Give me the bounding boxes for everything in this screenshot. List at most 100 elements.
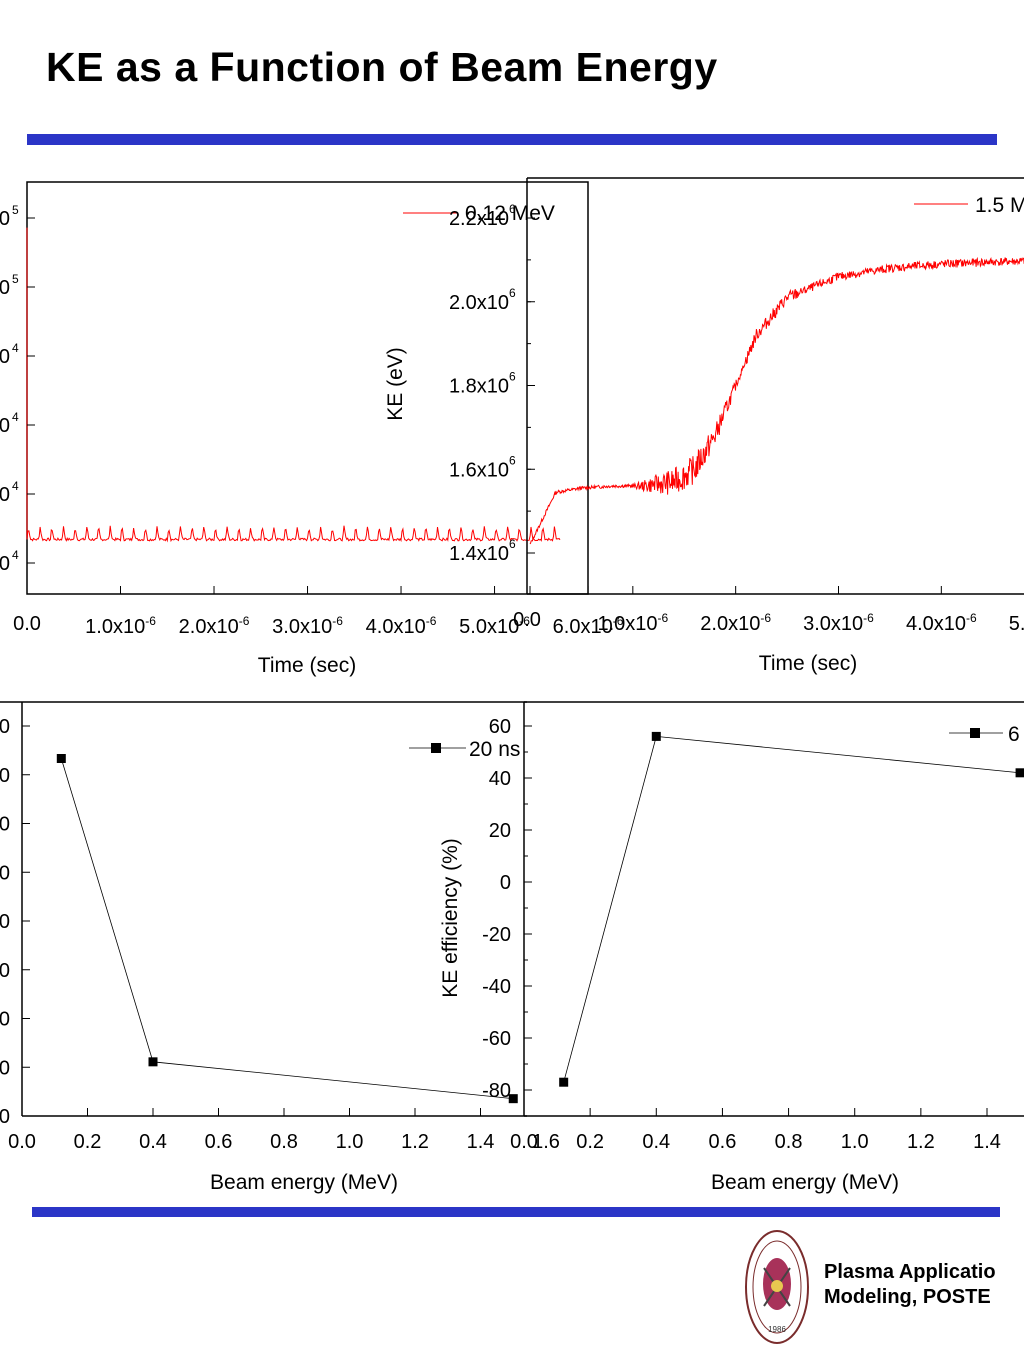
x-tick-label: 3.0x10-6 [803, 611, 874, 635]
x-tick-label: 1.0 [336, 1131, 364, 1153]
y-tick-exp: 6 [509, 202, 516, 216]
y-tick-label: 20 [489, 820, 511, 842]
y-tick-label: 0 [0, 716, 10, 738]
chart-ke-1.5mev: 1.4x10 61.6x10 61.8x10 62.0x10 62.2x10 60.0 1.… [384, 177, 1024, 675]
x-tick-label: 2.0x10-6 [700, 611, 771, 635]
y-tick-exp: 6 [509, 453, 516, 467]
y-tick-label: 0 [0, 862, 10, 884]
y-tick-label: 1.4x10 [449, 543, 509, 565]
y-tick-exp: 4 [12, 410, 19, 424]
series-line [563, 735, 1021, 1083]
x-tick-label: 1.6 [532, 1131, 560, 1153]
data-point [651, 731, 661, 741]
footer-line-2: Modeling, POSTE [824, 1286, 991, 1308]
x-tick-label: 0.0 [13, 613, 41, 635]
x-axis-label: Beam energy (MeV) [210, 1171, 398, 1194]
legend-label: 1.5 MeV [975, 194, 1024, 217]
x-tick-label: 1.0x10-6 [597, 611, 668, 635]
y-tick-exp: 5 [12, 272, 19, 286]
x-axis-label: Time (sec) [759, 652, 857, 675]
y-tick-label: 0 [0, 814, 10, 836]
footer-line-1: Plasma Applicatio [824, 1261, 996, 1283]
y-tick-label: 2.0x10 [449, 292, 509, 314]
x-tick-label: 0.0 [8, 1131, 36, 1153]
x-tick-label: 0.4 [642, 1131, 670, 1153]
x-tick-label: 0.6 [709, 1131, 737, 1153]
y-tick-label: 0 [0, 1009, 10, 1031]
x-tick-label: 4.0x10-6 [366, 614, 437, 638]
y-tick-exp: 4 [12, 548, 19, 562]
x-tick-label: 0.0 [513, 609, 541, 631]
y-tick-exp: 5 [12, 203, 19, 217]
y-tick-exp: 4 [12, 341, 19, 355]
slide-title: KE as a Function of Beam Energy [46, 44, 718, 90]
x-tick-label: 1.4 [467, 1131, 495, 1153]
y-tick-label: 0 [0, 960, 10, 982]
x-axis-label: Beam energy (MeV) [711, 1171, 899, 1194]
legend-marker [970, 728, 980, 738]
x-tick-label: 0.2 [576, 1131, 604, 1153]
x-tick-label: 5.0x10-6 [459, 614, 530, 638]
legend-label: 20 ns [469, 738, 520, 761]
x-axis-label: Time (sec) [258, 654, 356, 677]
x-tick-label: 1.0x10-6 [85, 614, 156, 638]
x-tick-label: 1.4 [973, 1131, 1001, 1153]
x-tick-label: 1.2 [907, 1131, 935, 1153]
y-tick-label: 1.6x10 [449, 459, 509, 481]
y-tick-label: 1.8x10 [449, 376, 509, 398]
y-tick-exp: 6 [509, 370, 516, 384]
x-tick-label: 1.2 [401, 1131, 429, 1153]
x-tick-label: 1.0 [841, 1131, 869, 1153]
y-tick-label: 0 [500, 872, 511, 894]
legend-marker [431, 743, 441, 753]
x-tick-label: 0.8 [270, 1131, 298, 1153]
y-tick-exp: 4 [12, 479, 19, 493]
y-tick-label: -60 [482, 1028, 511, 1050]
x-tick-label: 0.6 [205, 1131, 233, 1153]
top-rule [27, 134, 997, 145]
footer-label: Plasma Applicatio Modeling, POSTE [824, 1260, 996, 1310]
y-axis-label: KE efficiency (%) [439, 838, 462, 998]
y-tick-exp: 6 [509, 537, 516, 551]
trace-1.5mev [529, 256, 1024, 545]
y-tick-label: -40 [482, 976, 511, 998]
svg-text:1986: 1986 [768, 1325, 786, 1334]
chart-eff-right: 60 40 20 0 -20 -40 -60 -80 0.0 0.2 0.4 0.6 0.8 1.0 1.2… [439, 701, 1024, 1194]
university-logo: 1986 [744, 1228, 810, 1351]
y-tick-label: 0 [0, 484, 10, 506]
y-tick-exp: 6 [509, 286, 516, 300]
x-tick-label: 3.0x10-6 [272, 614, 343, 638]
y-tick-label: 0 [0, 1106, 10, 1128]
y-tick-label: 2.2x10 [449, 208, 509, 230]
data-point [559, 1077, 569, 1087]
y-tick-label: -20 [482, 924, 511, 946]
data-point [508, 1094, 518, 1104]
y-tick-label: 0 [0, 553, 10, 575]
chart-ke-0.12mev: 0.0 1.0x10-6 2.0x10-6 3.0x10-6 4.0x10-6 5.0x1… [0, 181, 624, 677]
x-tick-label: 0.2 [74, 1131, 102, 1153]
x-tick-label: 6.0x10-6 [553, 614, 624, 638]
x-tick-label: 4.0x10-6 [906, 611, 977, 635]
trace-0.12mev [26, 227, 561, 543]
y-axis-label: KE (eV) [384, 347, 407, 421]
y-tick-label: 0 [0, 277, 10, 299]
y-tick-label: 0 [0, 765, 10, 787]
legend-label: 0.12 MeV [465, 202, 555, 225]
y-tick-label: 0 [0, 911, 10, 933]
x-tick-label: 2.0x10-6 [179, 614, 250, 638]
chart-eff-20ns: 0 0 0 0 0 0 0 0 0 0.0 0.2 0.4 0.6 0.8 1.0 1.2 1.4 1.6 Beam… [0, 701, 560, 1194]
y-tick-label: 0 [0, 346, 10, 368]
charts-canvas: 0.0 1.0x10-6 2.0x10-6 3.0x10-6 4.0x10-6 5.0x1… [0, 177, 1024, 1194]
legend-label: 6 [1008, 723, 1020, 746]
x-tick-label: 0.8 [775, 1131, 803, 1153]
data-point [1015, 768, 1024, 778]
bottom-rule [32, 1207, 1000, 1217]
data-point [148, 1057, 158, 1067]
x-tick-label: 5.0x10-6 [1009, 611, 1024, 635]
y-tick-label: 0 [0, 208, 10, 230]
y-tick-label: 60 [489, 716, 511, 738]
x-tick-label: 0.4 [139, 1131, 167, 1153]
y-tick-label: 0 [0, 1057, 10, 1079]
y-tick-label: 0 [0, 415, 10, 437]
x-tick-label: 0.0 [510, 1131, 538, 1153]
